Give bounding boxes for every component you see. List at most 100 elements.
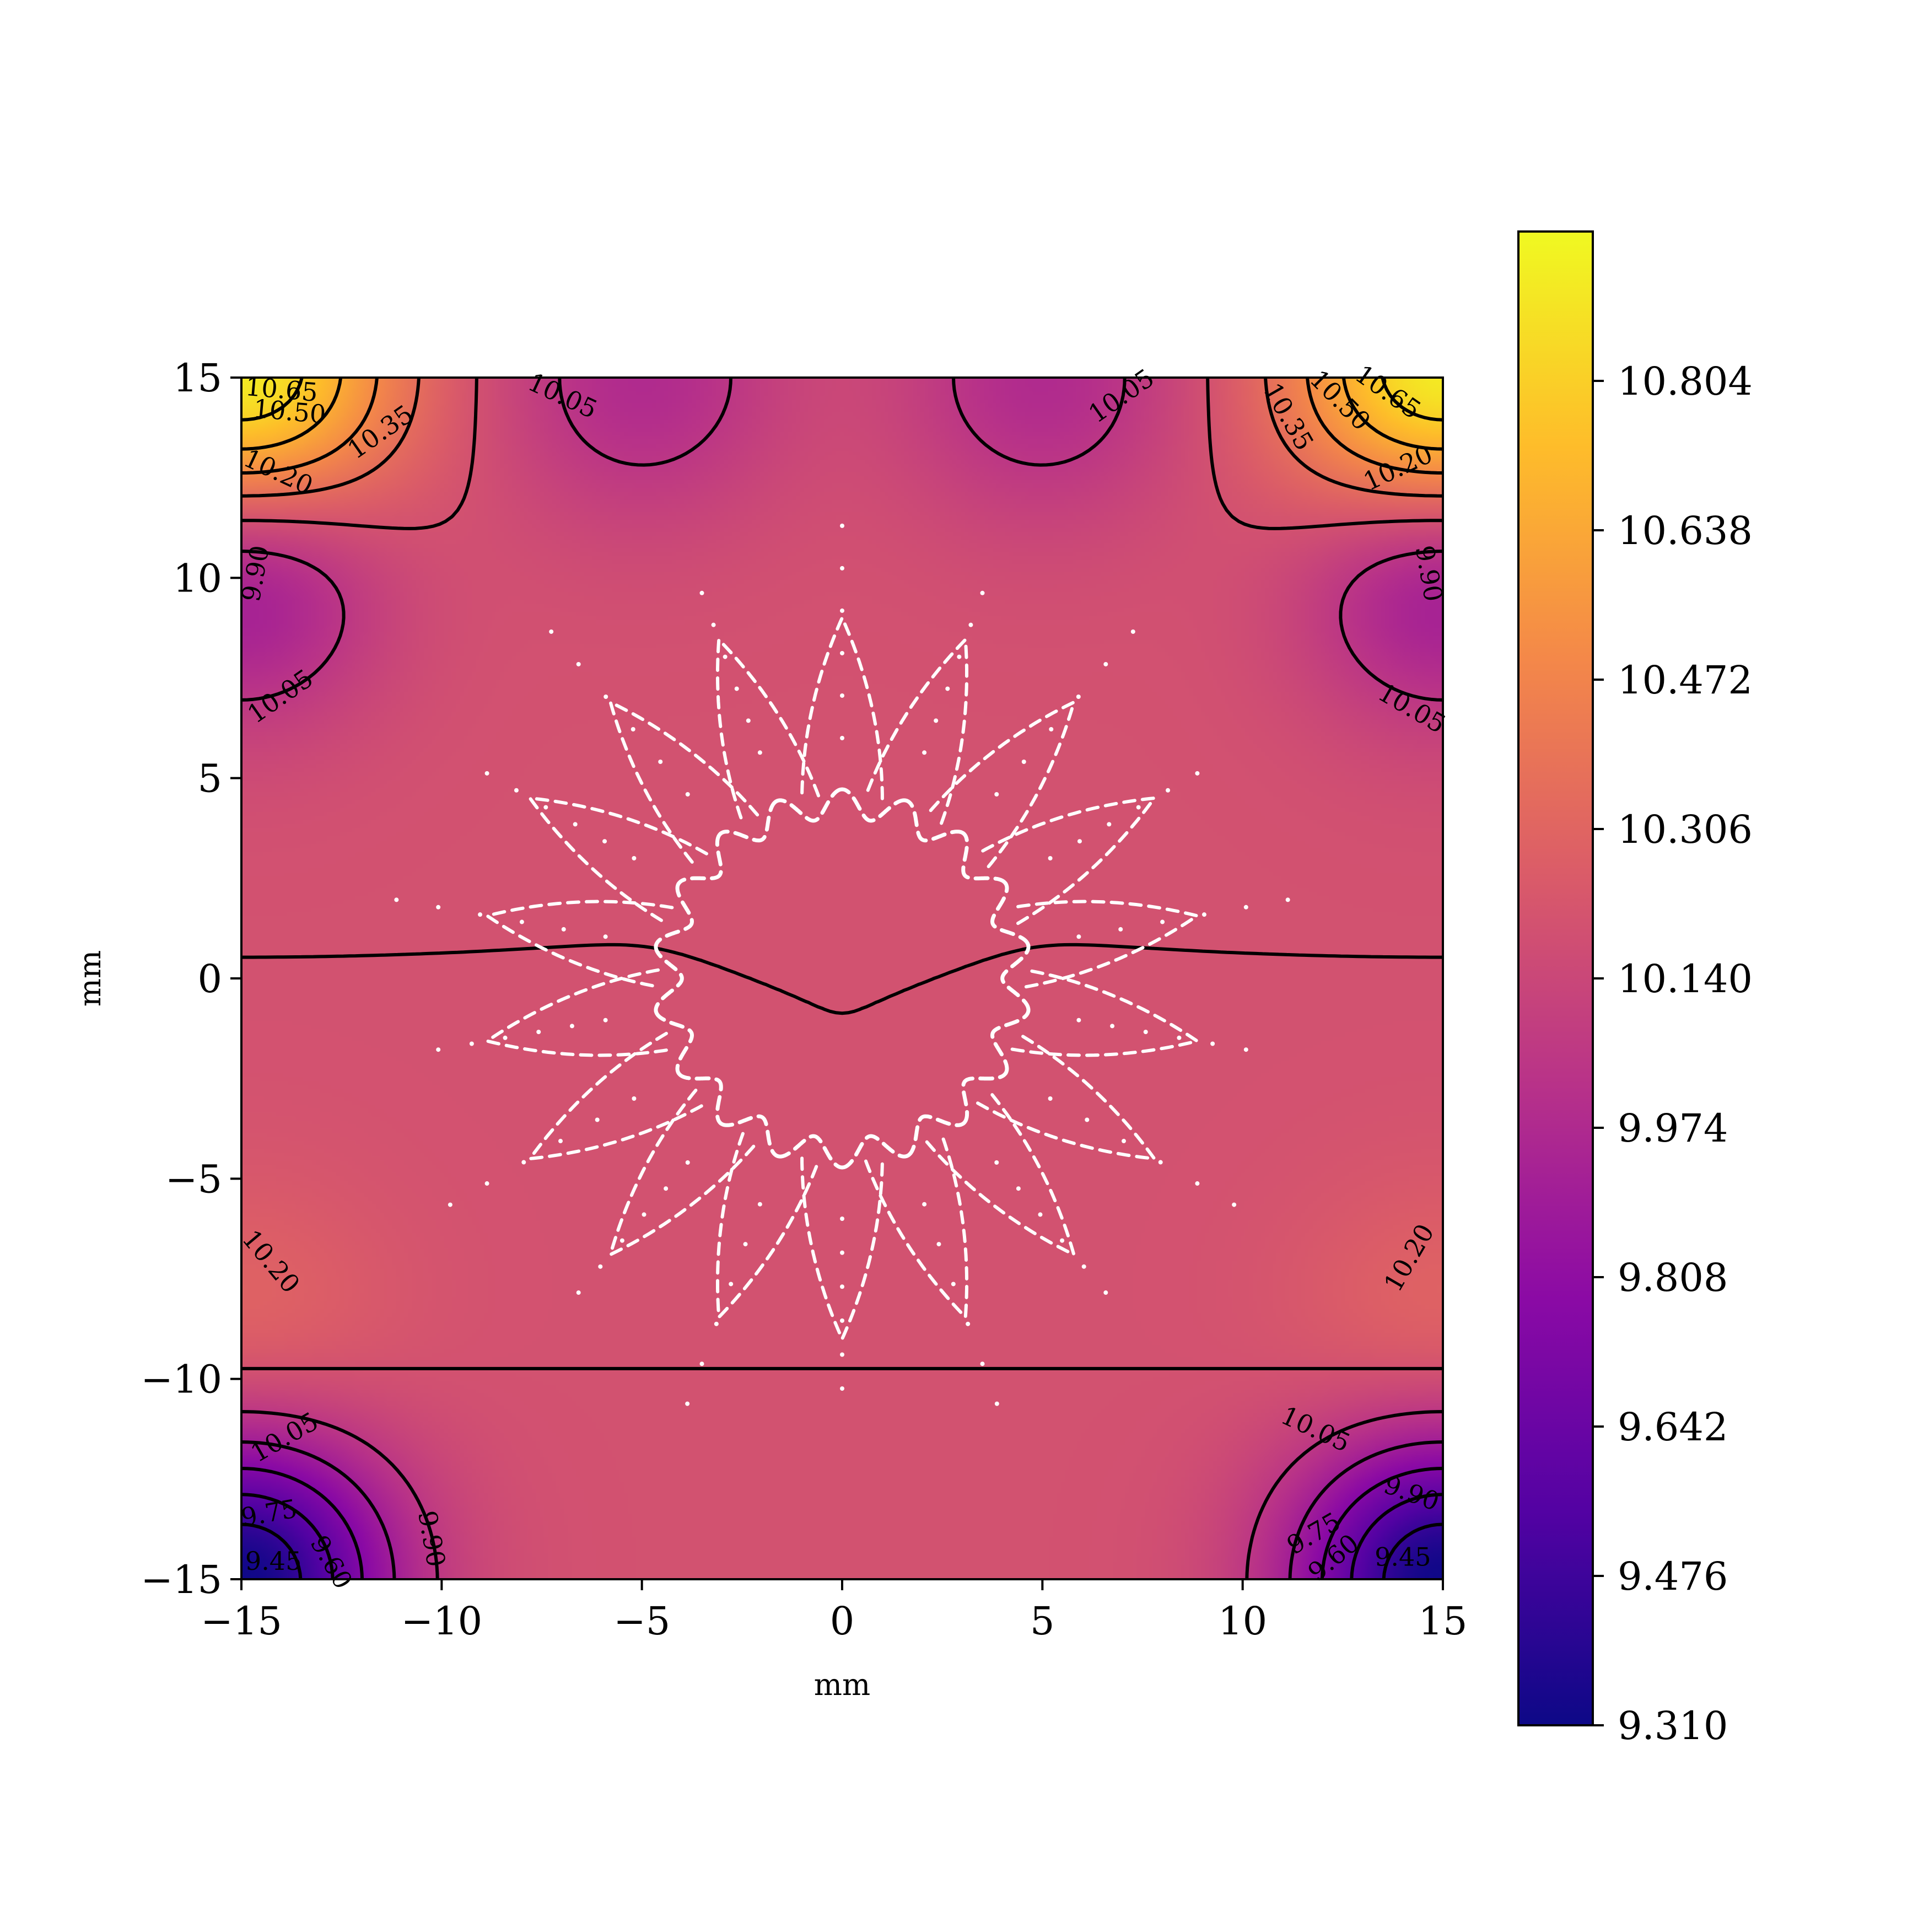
colorbar-tick-label: 10.306 xyxy=(1618,807,1753,852)
overlay-dot xyxy=(840,1284,844,1289)
overlay-dot xyxy=(603,934,608,939)
overlay-boundary-segment xyxy=(840,787,909,823)
overlay-dot xyxy=(1110,1024,1115,1029)
overlay-dot xyxy=(685,1401,690,1406)
overlay-spike xyxy=(483,968,674,1057)
overlay-dot xyxy=(521,1160,526,1165)
overlay-spike xyxy=(864,1132,968,1321)
overlay-dot xyxy=(746,718,751,723)
overlay-dot xyxy=(957,654,962,659)
overlay-dot xyxy=(1130,629,1135,634)
overlay-spike xyxy=(1010,900,1201,989)
overlay-spike xyxy=(925,1089,1077,1258)
overlay-dot xyxy=(840,693,844,698)
overlay-dot xyxy=(436,1047,441,1052)
colorbar-tick-label: 10.638 xyxy=(1618,508,1753,553)
x-axis: −15 −10 −5 0 5 10 15 xyxy=(201,1579,1468,1644)
overlay-dot xyxy=(569,1024,574,1029)
overlay-boundary-segment xyxy=(1000,943,1031,1014)
overlay-boundary-segment xyxy=(990,1009,1031,1075)
overlay-spike xyxy=(976,796,1158,925)
overlay-dot xyxy=(602,839,607,844)
overlay-spike xyxy=(1010,968,1201,1057)
y-tick-label: −5 xyxy=(165,1156,222,1202)
overlay-dot xyxy=(1195,1181,1200,1186)
overlay-dot xyxy=(503,1035,508,1040)
overlay-boundary-segment xyxy=(654,943,684,1014)
overlay-dot xyxy=(632,1096,637,1101)
x-tick-label: 15 xyxy=(1418,1599,1467,1644)
overlay-dot xyxy=(519,919,524,924)
overlay-dot xyxy=(840,608,844,613)
colorbar-tick-label: 9.476 xyxy=(1618,1554,1728,1599)
overlay-boundary-segment xyxy=(775,1134,844,1170)
overlay-dot xyxy=(1048,1096,1053,1101)
overlay-dot xyxy=(394,897,399,902)
contour-line xyxy=(241,1493,1443,1579)
overlay-dot xyxy=(1081,1264,1086,1269)
overlay-spike xyxy=(607,699,759,868)
contour-label: 9.45 xyxy=(245,1546,301,1576)
overlay-boundary-segment xyxy=(961,1071,1008,1126)
overlay-boundary-segment xyxy=(654,1009,694,1075)
overlay-dot xyxy=(840,523,844,528)
y-tick-label: 10 xyxy=(173,556,222,601)
contour-label: 10.50 xyxy=(252,394,327,429)
overlay-dot xyxy=(980,590,985,595)
overlay-dot xyxy=(966,1321,971,1326)
overlay-dot xyxy=(951,1282,956,1287)
overlay-spike xyxy=(526,796,708,925)
overlay-dot xyxy=(631,726,635,731)
y-tick-label: 5 xyxy=(197,756,222,801)
x-axis-label: mm xyxy=(814,1667,870,1702)
overlay-spike xyxy=(976,1031,1158,1161)
overlay-dot xyxy=(734,686,739,691)
overlay-spike xyxy=(483,900,674,989)
overlay-dot xyxy=(840,1217,844,1221)
overlay-dot xyxy=(1243,905,1248,910)
overlay-dot xyxy=(1107,822,1112,827)
overlay-boundary-segment xyxy=(990,882,1031,948)
overlay-dot xyxy=(685,792,690,797)
overlay-dot xyxy=(1243,1047,1248,1052)
x-tick-label: 5 xyxy=(1030,1599,1055,1644)
overlay-spike xyxy=(800,613,884,800)
overlay-dot xyxy=(840,1352,844,1357)
overlay-dot xyxy=(543,805,548,810)
overlay-dot xyxy=(658,759,663,764)
overlay-dot xyxy=(757,1202,762,1207)
overlay-dot xyxy=(968,622,973,627)
overlay-spike xyxy=(607,1089,759,1258)
overlay-spike xyxy=(526,1031,708,1161)
overlay-dot xyxy=(1122,1139,1127,1144)
overlay-dot xyxy=(1085,1117,1090,1122)
overlay-dot xyxy=(664,1186,669,1191)
colorbar-tick-label: 9.642 xyxy=(1618,1404,1728,1450)
overlay-dot xyxy=(699,590,704,595)
overlay-dot xyxy=(757,750,762,755)
overlay-dot xyxy=(1177,1035,1182,1040)
overlay-dot xyxy=(514,788,519,793)
overlay-dot xyxy=(922,1202,927,1207)
contour-line xyxy=(241,378,1443,1370)
overlay-boundary-segment xyxy=(840,1134,909,1170)
contour-line xyxy=(241,378,1443,422)
overlay-dot xyxy=(729,1282,734,1287)
overlay-dot xyxy=(573,822,578,827)
overlay-dot xyxy=(840,566,844,571)
overlay-dot xyxy=(484,771,489,776)
overlay-dot xyxy=(1103,661,1108,666)
overlay-dot xyxy=(1038,1212,1043,1217)
colorbar-gradient xyxy=(1518,232,1593,1725)
colorbar: 9.310 9.476 9.642 9.808 9.974 10.140 10.306 10.… xyxy=(1517,230,1753,1748)
overlay-dot xyxy=(604,694,608,699)
contour-lines xyxy=(241,378,1443,1579)
y-tick-label: −10 xyxy=(141,1357,222,1402)
overlay-dot xyxy=(478,912,483,917)
overlay-dot xyxy=(1232,1202,1237,1207)
overlay-dot xyxy=(936,1242,941,1247)
overlay-dot xyxy=(1166,788,1171,793)
overlay-dot xyxy=(603,1018,608,1022)
overlay-dot xyxy=(1158,1160,1163,1165)
overlay-boundary-segment xyxy=(654,882,694,948)
